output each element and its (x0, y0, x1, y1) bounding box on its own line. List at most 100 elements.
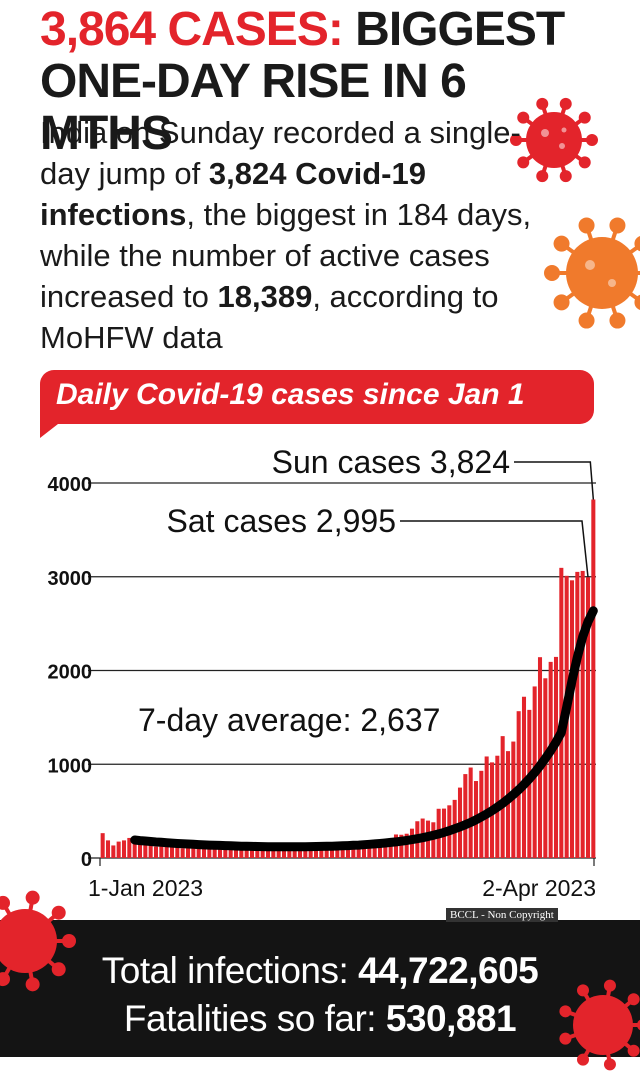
bar (356, 846, 361, 858)
bar (548, 661, 553, 858)
intro-bold-active: 18,389 (217, 279, 313, 314)
virus-spike-knob (634, 235, 640, 252)
totals-panel: Total infections: 44,722,605 Fatalities … (0, 920, 640, 1057)
bar (159, 841, 164, 858)
virus-spike-knob (0, 972, 10, 987)
bar (239, 843, 244, 858)
bar (111, 845, 116, 858)
bar (233, 844, 239, 858)
virus-spike-knob (578, 217, 595, 234)
chart: 0 1000 2000 3000 4000 1-Jan 2023 2-Apr 2023 Sun… (48, 444, 598, 901)
bar (575, 571, 580, 858)
virus-spike-knob (603, 979, 616, 992)
bar (324, 847, 329, 858)
bar (500, 736, 505, 858)
total-infections: Total infections: 44,722,605 (0, 950, 640, 992)
virus-spike-knob (578, 156, 591, 169)
virus-spike-knob (634, 294, 640, 311)
fatalities-value: 530,881 (385, 998, 517, 1039)
virus-red-left-icon (0, 890, 76, 992)
bar (143, 842, 148, 858)
y-tick-label: 3000 (48, 568, 93, 590)
y-tick-label: 0 (81, 849, 92, 871)
bar (191, 843, 196, 858)
virus-spike-knob (517, 111, 530, 124)
virus-spike-knob (559, 170, 572, 183)
virus-spike-knob (627, 1044, 640, 1057)
virus-spike-knob (553, 294, 570, 311)
intro-part2: , the biggest in 184 days, while the num… (40, 197, 532, 314)
virus-spike-knob (577, 1053, 589, 1066)
bar (132, 836, 137, 858)
bar (287, 848, 292, 858)
virus-spike-knob (544, 265, 560, 281)
virus-spike-knob (578, 312, 595, 329)
bar (297, 849, 303, 858)
virus-spike-knob (25, 890, 40, 905)
bar (383, 843, 388, 858)
y-tick-label: 4000 (48, 474, 93, 496)
bar (569, 580, 575, 858)
bar (388, 840, 393, 858)
virus-spike (628, 242, 640, 255)
virus-spike-knob (559, 1005, 572, 1018)
bar (148, 845, 153, 858)
virus-spike-knob (627, 993, 640, 1006)
bar (281, 844, 287, 858)
bar (207, 847, 212, 858)
annotation-sun-cases: Sun cases 3,824 (272, 444, 510, 480)
bar (121, 840, 127, 858)
virus-spike-knob (536, 97, 549, 110)
bar (345, 848, 351, 858)
virus-red-icon (510, 97, 598, 183)
chart-title: Daily Covid-19 cases since Jan 1 (56, 378, 525, 411)
intro-bold-cases: 3,824 Covid-19 infections (40, 156, 426, 232)
bar (185, 847, 191, 858)
intro-part3: , according to MoHFW data (40, 279, 499, 355)
virus-spike (628, 291, 640, 304)
bar (361, 844, 367, 858)
bar (276, 847, 281, 858)
bar (553, 656, 559, 858)
bar (585, 577, 591, 858)
bar (180, 848, 185, 858)
x-end-label: 2-Apr 2023 (482, 875, 596, 901)
bar (228, 847, 233, 858)
bar (351, 846, 356, 858)
virus-red-bottom-right-icon (559, 979, 640, 1071)
virus-spike-knob (559, 1032, 572, 1045)
annotation-seven-day-average: 7-day average: 2,637 (138, 702, 440, 738)
virus-spike-knob (553, 235, 570, 252)
virus-spike-knob (51, 962, 66, 977)
fatalities-label: Fatalities so far: (123, 998, 386, 1039)
fatalities: Fatalities so far: 530,881 (0, 998, 640, 1040)
bar (319, 846, 324, 858)
bar (169, 841, 175, 858)
bar (249, 850, 255, 858)
headline-line2: ONE-DAY RISE IN 6 MTHS (40, 55, 467, 160)
bar (329, 849, 335, 858)
bar (521, 696, 527, 858)
bar (271, 847, 276, 858)
bar (340, 849, 345, 858)
bar (580, 570, 585, 858)
headline: 3,864 CASES: BIGGEST ONE-DAY RISE IN 6 M… (40, 4, 600, 160)
total-infections-label: Total infections: (101, 950, 359, 991)
seven-day-average-line (130, 606, 598, 852)
bar (335, 848, 340, 858)
bar (431, 822, 436, 858)
bar (367, 845, 372, 858)
intro-text: India on Sunday recorded a single-day ju… (40, 112, 540, 358)
bar (468, 767, 473, 858)
virus-spike-knob (586, 134, 598, 146)
bar (484, 756, 489, 858)
virus-spike-knob (0, 895, 10, 910)
virus-spike-knob (559, 97, 572, 110)
virus-spike-knob (603, 1058, 616, 1071)
bar (127, 837, 132, 858)
virus-spike-knob (577, 984, 589, 997)
headline-rest: BIGGEST (355, 3, 565, 56)
bar (153, 846, 159, 858)
bar (137, 841, 143, 858)
copyright-badge: BCCL - Non Copyright (446, 908, 558, 922)
